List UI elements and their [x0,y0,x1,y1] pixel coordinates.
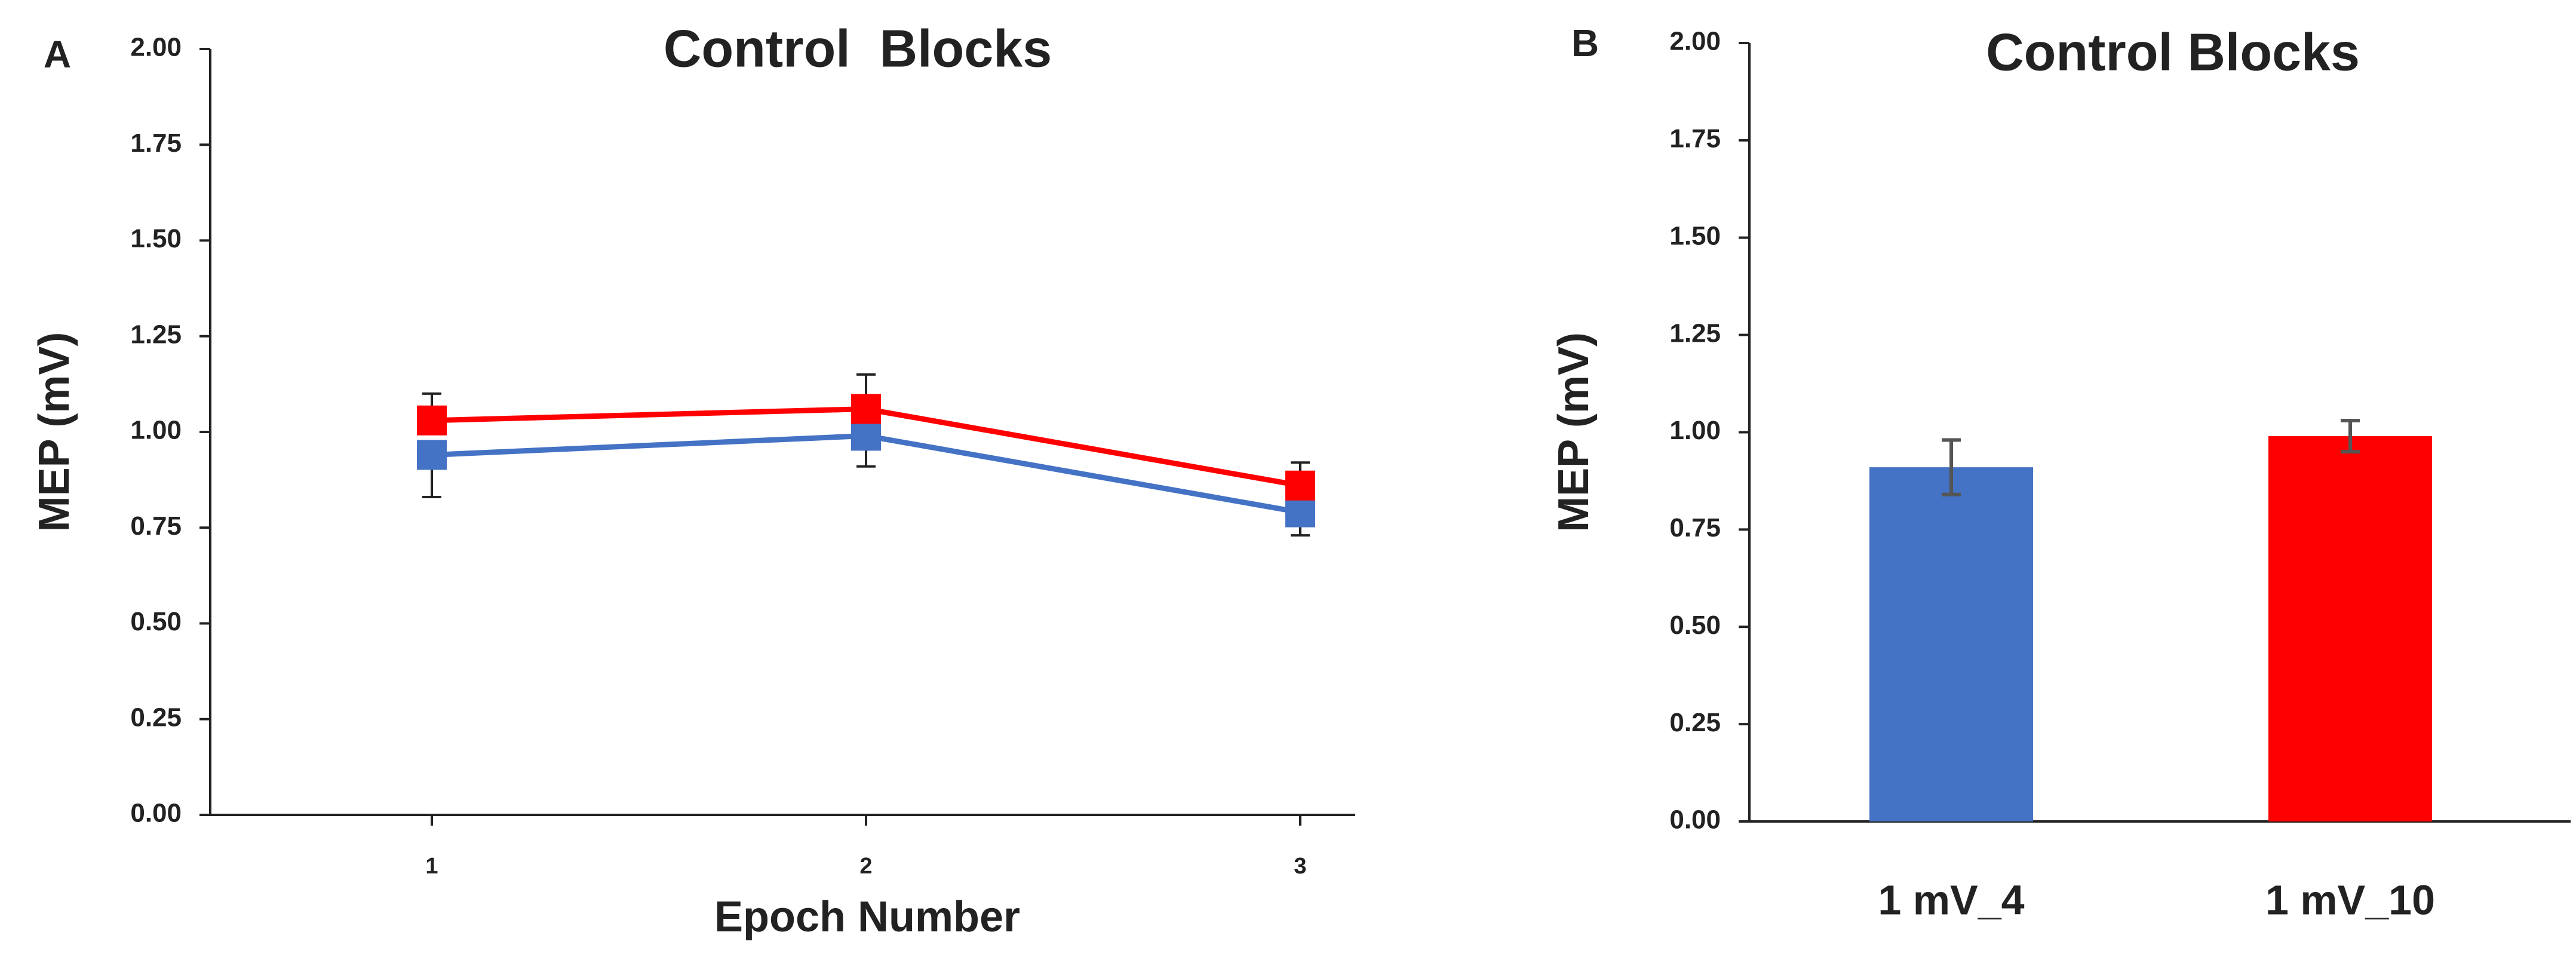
bar [2268,436,2432,821]
panel-label: A [44,33,71,76]
y-tick-label: 1.25 [1669,318,1721,348]
y-tick-label: 0.25 [1669,708,1721,737]
y-tick-label: 0.00 [1669,805,1721,835]
panel-label: B [1571,22,1599,65]
y-tick-label: 1.25 [130,320,182,349]
y-tick-label: 0.00 [130,799,182,828]
y-tick-label: 1.75 [130,128,182,158]
chart-title: Control Blocks [1986,22,2360,81]
x-tick-label: 3 [1294,854,1306,879]
marker [851,394,881,424]
y-tick-label: 1.00 [130,416,182,445]
y-axis-label: MEP (mV) [1550,332,1598,532]
x-tick-label: 2 [859,854,872,879]
y-tick-label: 0.25 [130,703,182,732]
y-axis-label: MEP (mV) [30,332,78,532]
x-tick-label: 1 mV_10 [2265,876,2435,923]
bar [1869,467,2033,821]
y-tick-label: 0.75 [1669,513,1721,542]
x-tick-label: 1 [425,854,438,879]
marker [851,421,881,451]
y-tick-label: 2.00 [1669,27,1721,56]
y-tick-label: 1.50 [1669,221,1721,250]
marker [1285,497,1315,528]
marker [1285,470,1315,501]
marker [417,440,447,470]
y-tick-label: 1.00 [1669,416,1721,445]
marker [417,405,447,436]
y-tick-label: 2.00 [130,33,182,62]
y-tick-label: 0.50 [1669,611,1721,640]
y-tick-label: 1.50 [130,224,182,253]
y-tick-label: 0.50 [130,607,182,636]
chart-title: Control Blocks [664,19,1052,78]
y-tick-label: 0.75 [130,511,182,541]
x-axis-label: Epoch Number [714,893,1020,941]
y-tick-label: 1.75 [1669,124,1721,154]
x-tick-label: 1 mV_4 [1878,876,2024,923]
